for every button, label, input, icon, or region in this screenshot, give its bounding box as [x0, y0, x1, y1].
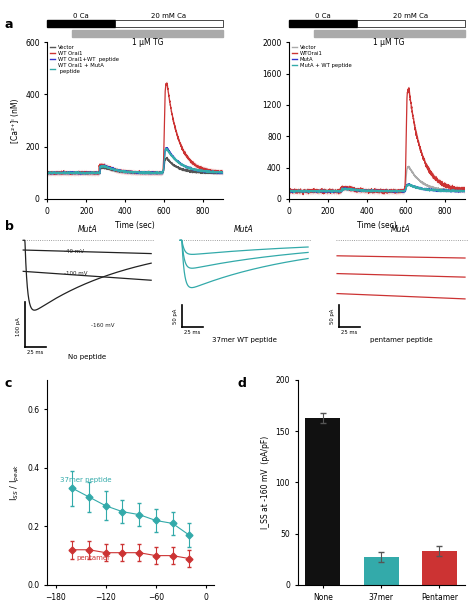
Text: 37mer WT peptide: 37mer WT peptide — [212, 338, 276, 344]
Text: -100 mV: -100 mV — [64, 271, 88, 276]
Text: 20 mM Ca: 20 mM Ca — [151, 13, 186, 19]
X-axis label: Time (sec): Time (sec) — [115, 221, 155, 230]
Bar — [305, 418, 340, 585]
Text: 25 ms: 25 ms — [341, 330, 358, 335]
X-axis label: Time (sec): Time (sec) — [357, 221, 397, 230]
Text: -160 mV: -160 mV — [91, 323, 115, 328]
Text: 20 mM Ca: 20 mM Ca — [393, 13, 428, 19]
Text: 1 μM TG: 1 μM TG — [374, 38, 405, 47]
Text: 37mer peptide: 37mer peptide — [60, 478, 111, 484]
Y-axis label: [Ca²⁺]ᴵ (nM): [Ca²⁺]ᴵ (nM) — [10, 98, 19, 143]
Text: pentamer peptide: pentamer peptide — [370, 338, 432, 344]
Text: 0 Ca: 0 Ca — [73, 13, 89, 19]
Bar — [364, 557, 399, 585]
Legend: Vector, WT Orai1, WT Orai1+WT  peptide, WT Orai1 + MutA
 peptide: Vector, WT Orai1, WT Orai1+WT peptide, W… — [50, 45, 119, 74]
Text: 50 pA: 50 pA — [329, 309, 335, 324]
Text: 1 μM TG: 1 μM TG — [132, 38, 163, 47]
Text: MutA: MutA — [77, 226, 97, 234]
Text: d: d — [237, 377, 246, 390]
Y-axis label: I$_{SS}$ / I$_{peak}$: I$_{SS}$ / I$_{peak}$ — [9, 464, 22, 501]
Y-axis label: I_SS at -160 mV  (pA/pF): I_SS at -160 mV (pA/pF) — [261, 436, 270, 529]
Bar — [422, 551, 457, 585]
Text: 25 ms: 25 ms — [27, 350, 44, 355]
Legend: Vector, WTOrai1, MutA, MutA + WT peptide: Vector, WTOrai1, MutA, MutA + WT peptide — [292, 45, 352, 68]
Text: MutA: MutA — [234, 226, 254, 234]
Text: -40 mV: -40 mV — [64, 248, 84, 254]
Text: 25 ms: 25 ms — [184, 330, 201, 335]
Text: 50 pA: 50 pA — [173, 309, 178, 324]
Text: No peptide: No peptide — [68, 355, 106, 361]
Text: 0 Ca: 0 Ca — [315, 13, 331, 19]
Text: c: c — [5, 377, 12, 390]
Text: pentamer: pentamer — [77, 555, 110, 561]
Text: b: b — [5, 220, 14, 233]
Text: 100 pA: 100 pA — [16, 318, 21, 336]
Text: a: a — [5, 18, 13, 31]
Text: MutA: MutA — [391, 226, 411, 234]
